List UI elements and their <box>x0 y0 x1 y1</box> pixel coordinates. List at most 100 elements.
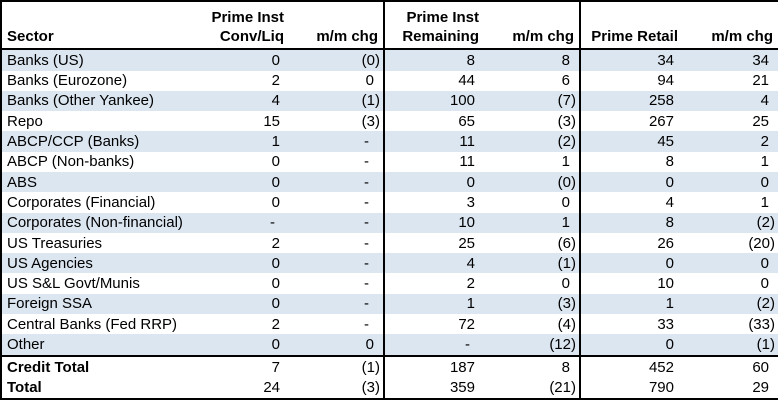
value-cell: 1 <box>484 212 581 233</box>
value-cell: 4 <box>466 254 475 272</box>
value-cell: 452 <box>580 354 683 378</box>
value-cell: 0 <box>760 173 769 191</box>
value-cell: 0 <box>665 336 674 354</box>
sector-cell: Corporates (Non-financial) <box>7 214 183 232</box>
value-cell: 2 <box>271 234 280 252</box>
sector-cell: ABCP/CCP (Banks) <box>7 133 140 151</box>
value-cell: 1 <box>760 153 769 171</box>
table-row: US Treasuries 2- 25 (6) 26 (20) <box>1 232 778 254</box>
header-prime-inst-remaining: Prime Inst Remaining <box>384 1 484 50</box>
table-row: Other 0 0- (12) 0 (1) <box>1 334 778 356</box>
value-cell: (0) <box>289 49 385 71</box>
value-cell: (21) <box>484 377 581 399</box>
sector-cell: US Treasuries <box>7 234 103 252</box>
header-sector: Sector <box>1 1 203 50</box>
value-cell: 8 <box>466 51 475 69</box>
table-row: US Agencies 0-4 (1) 0 0 <box>1 253 778 274</box>
table-row: Banks (Eurozone) 2 0 44 6 94 21 <box>1 70 778 91</box>
sector-cell: Central Banks (Fed RRP) <box>7 315 178 333</box>
value-cell: (1) <box>289 354 385 378</box>
value-cell: (3) <box>289 377 385 399</box>
value-cell: 2 <box>466 275 475 293</box>
sector-cell: Foreign SSA <box>7 295 93 313</box>
value-cell: 0 <box>289 334 385 356</box>
value-cell: - <box>289 212 385 233</box>
value-cell: 0 <box>271 295 280 313</box>
header-row: Sector Prime Inst Conv/Liq m/m chg Prime… <box>1 1 778 50</box>
value-cell: 359 <box>449 379 475 397</box>
value-cell: 1 <box>665 295 674 313</box>
table-row: Corporates (Financial) 0-3 0 4 1 <box>1 192 778 213</box>
value-cell: 25 <box>752 112 769 130</box>
value-cell: (3) <box>484 293 581 315</box>
value-cell: - <box>289 314 385 335</box>
sector-cell: Corporates (Financial) <box>7 193 156 211</box>
value-cell: 0 <box>271 51 280 69</box>
value-cell: 1 <box>760 193 769 211</box>
value-cell: (7) <box>484 90 581 112</box>
value-cell: - <box>289 253 385 274</box>
value-cell: 10 <box>657 275 674 293</box>
header-mm-chg-3: m/m chg <box>683 1 778 50</box>
value-cell: 72 <box>458 315 475 333</box>
value-cell: 2 <box>271 315 280 333</box>
sector-cell: Banks (US) <box>7 51 84 69</box>
value-cell: 11 <box>459 133 475 151</box>
value-cell: 65 <box>458 112 475 130</box>
value-cell: 0 <box>484 273 581 294</box>
header-col-label: m/m chg <box>316 28 378 45</box>
value-cell: 10 <box>458 214 475 232</box>
table-row: ABCP (Non-banks) 0-11 1 8 1 <box>1 151 778 172</box>
sector-cell: Total <box>7 379 42 397</box>
header-col-label: Remaining <box>402 28 479 45</box>
value-cell: - <box>289 293 385 315</box>
value-cell: 4 <box>665 193 674 211</box>
value-cell: 258 <box>648 92 674 110</box>
value-cell: - <box>465 336 470 354</box>
value-cell: 0 <box>271 254 280 272</box>
sector-cell: Repo <box>7 112 43 130</box>
value-cell: (1) <box>484 253 581 274</box>
value-cell: 24 <box>263 379 280 397</box>
value-cell: (3) <box>484 111 581 132</box>
value-cell: 8 <box>665 153 674 171</box>
table-row: Central Banks (Fed RRP) 2- 72 (4) 33 (33) <box>1 314 778 335</box>
sector-cell: US S&L Govt/Munis <box>7 275 140 293</box>
value-cell: 0 <box>760 254 769 272</box>
value-cell: 0 <box>289 70 385 91</box>
value-cell: 34 <box>657 51 674 69</box>
sector-cell: Other <box>7 336 45 354</box>
sector-cell: ABS <box>7 173 38 191</box>
value-cell: (1) <box>756 336 775 354</box>
value-cell: - <box>289 151 385 172</box>
table-row: Foreign SSA 0- 1 (3) 1 (2) <box>1 293 778 315</box>
value-cell: 0 <box>271 336 280 354</box>
value-cell: (12) <box>484 334 581 356</box>
value-cell: 1 <box>466 295 475 313</box>
sector-cell: ABCP (Non-banks) <box>7 153 135 171</box>
value-cell: 7 <box>203 354 289 378</box>
value-cell: 0 <box>466 173 475 191</box>
value-cell: 6 <box>484 70 581 91</box>
header-prime-inst-conv-liq: Prime Inst Conv/Liq <box>203 1 289 50</box>
header-sector-label: Sector <box>7 28 54 45</box>
value-cell: (0) <box>484 171 581 193</box>
value-cell: - <box>270 214 275 232</box>
value-cell: 25 <box>458 234 475 252</box>
value-cell: 0 <box>271 193 280 211</box>
value-cell: 0 <box>760 275 769 293</box>
sector-cell: Banks (Eurozone) <box>7 72 128 90</box>
value-cell: 0 <box>271 275 280 293</box>
value-cell: 11 <box>459 153 475 171</box>
value-cell: 4 <box>760 92 769 110</box>
value-cell: 0 <box>665 254 674 272</box>
value-cell: (2) <box>756 214 775 232</box>
value-cell: 0 <box>665 173 674 191</box>
value-cell: 100 <box>449 92 475 110</box>
value-cell: 0 <box>271 153 280 171</box>
value-cell: 1 <box>484 151 581 172</box>
table-row: ABS 0-0 (0) 0 0 <box>1 171 778 193</box>
value-cell: 8 <box>484 49 581 71</box>
value-cell: (1) <box>289 90 385 112</box>
